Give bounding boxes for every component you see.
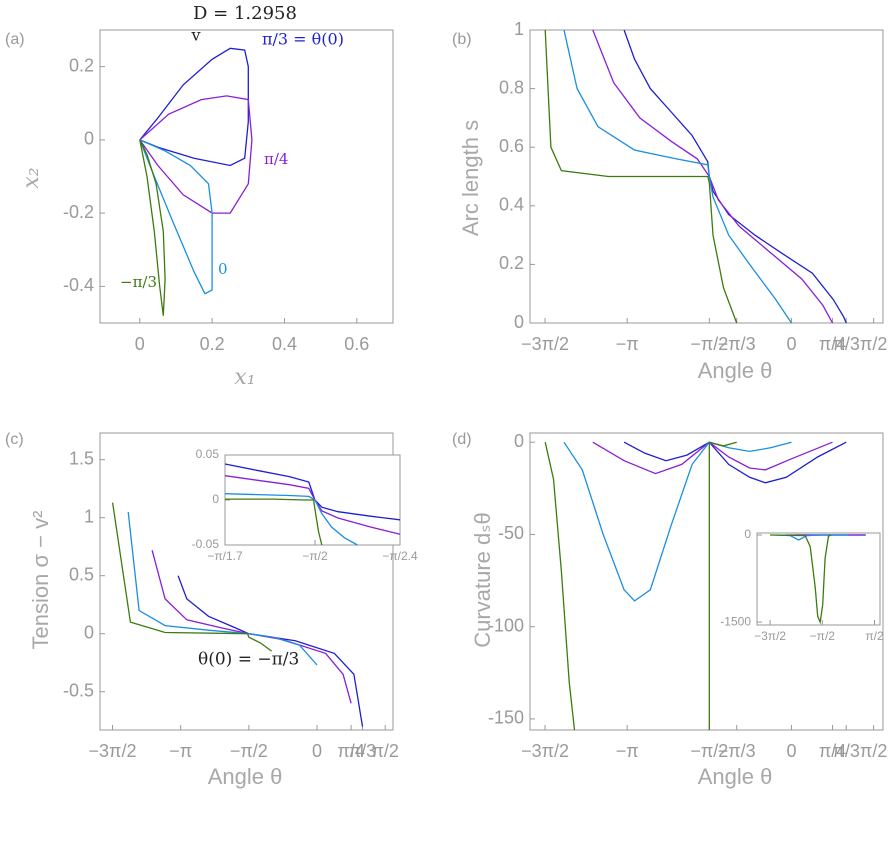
x-tick-label: −3π/2 (521, 334, 569, 354)
y-tick-label: -0.5 (63, 680, 94, 700)
x-tick-label: π/3 (833, 334, 860, 354)
annotation: θ(0) = −π/3 (198, 650, 299, 670)
x-tick-label: −π/2 (230, 741, 268, 761)
x-axis-label: Angle θ (208, 764, 283, 789)
x-axis-label: Angle θ (698, 358, 773, 383)
x-tick-label: −π/1.7 (207, 549, 243, 563)
x-tick-label: π/3 (349, 741, 376, 761)
x-tick-label: −3π/2 (89, 741, 137, 761)
y-tick-label: 0 (84, 129, 94, 149)
y-tick-label: 0.4 (499, 195, 524, 215)
x-tick-label: −π/2 (690, 334, 728, 354)
x-tick-label: −π/2 (810, 629, 836, 643)
y-tick-label: 0 (212, 492, 219, 506)
x-tick-label: −π (616, 741, 639, 761)
line-series (592, 441, 833, 475)
plot-area (756, 532, 881, 626)
y-tick-label: 0.2 (69, 55, 94, 75)
y-tick-label: -0.2 (63, 202, 94, 222)
x-tick-label: −π/3 (718, 334, 756, 354)
line-series (139, 95, 253, 214)
plot-area (99, 29, 394, 324)
x-axis-label: x₁ (234, 365, 255, 390)
x-tick-label: π/4 (819, 741, 846, 761)
y-tick-label: 0.5 (69, 564, 94, 584)
y-axis-label: x₂ (19, 167, 44, 188)
x-tick-label: π/3 (833, 741, 860, 761)
x-tick-label: π/2 (860, 741, 887, 761)
y-tick-label: 0.8 (499, 77, 524, 97)
x-tick-label: −3π/2 (521, 741, 569, 761)
line-series (544, 441, 737, 731)
annotation: π/3 = θ(0) (262, 30, 344, 49)
x-tick-label: −π/2 (302, 549, 328, 563)
line-series (623, 441, 847, 484)
line-series (224, 493, 358, 546)
panel-label: (a) (5, 31, 25, 48)
x-tick-label: π/2 (860, 334, 887, 354)
annotation: D = 1.2958 (193, 3, 297, 24)
line-series (139, 139, 166, 316)
y-tick-label: -150 (488, 708, 524, 728)
x-tick-label: 0 (786, 334, 796, 354)
x-tick-label: π/4 (819, 334, 846, 354)
x-tick-label: −π (616, 334, 639, 354)
y-tick-label: 0 (514, 312, 524, 332)
line-series (111, 502, 272, 652)
annotation: 0 (218, 260, 228, 278)
line-series (544, 29, 738, 324)
y-tick-label: 0.6 (499, 136, 524, 156)
x-tick-label: π/2 (372, 741, 399, 761)
y-axis-label: Curvature dₛθ (470, 512, 495, 647)
y-tick-label: -1500 (720, 614, 751, 628)
panel-label: (d) (452, 431, 472, 448)
y-axis-label: Tension σ − v² (28, 511, 53, 650)
annotation: v (190, 26, 200, 45)
x-tick-label: −π/3 (718, 741, 756, 761)
x-tick-label: 0 (786, 741, 796, 761)
line-series (563, 441, 792, 602)
y-tick-label: -0.4 (63, 275, 94, 295)
x-tick-label: π/2 (865, 629, 884, 643)
x-tick-label: 0 (135, 334, 145, 354)
y-tick-label: 1.5 (69, 448, 94, 468)
y-tick-label: -0.05 (192, 537, 220, 551)
line-series (770, 534, 832, 625)
y-tick-label: 0.2 (499, 253, 524, 273)
line-series (127, 511, 318, 666)
x-tick-label: −3π/2 (754, 629, 786, 643)
line-series (623, 29, 847, 324)
x-tick-label: 0.2 (200, 334, 225, 354)
y-tick-label: 0 (514, 431, 524, 451)
line-series (139, 47, 249, 167)
y-tick-label: 0 (744, 527, 751, 541)
panel-label: (b) (452, 31, 472, 48)
annotation: π/4 (264, 150, 288, 168)
x-tick-label: 0.4 (272, 334, 297, 354)
line-series (592, 29, 834, 324)
y-tick-label: 0 (84, 622, 94, 642)
x-tick-label: −π/2.4 (382, 549, 418, 563)
x-tick-label: 0 (312, 741, 322, 761)
x-axis-label: Angle θ (698, 764, 773, 789)
line-series (225, 498, 323, 546)
annotation: −π/3 (120, 273, 157, 291)
panel-label: (c) (5, 431, 24, 448)
x-tick-label: π/4 (337, 741, 364, 761)
x-tick-label: 0.6 (344, 334, 369, 354)
y-tick-label: -50 (498, 523, 524, 543)
y-tick-label: 1 (514, 19, 524, 39)
y-tick-label: 1 (84, 506, 94, 526)
line-series (139, 139, 213, 295)
y-tick-label: 0.05 (196, 447, 220, 461)
x-tick-label: −π/2 (690, 741, 728, 761)
line-series (563, 29, 793, 324)
y-tick-label: -100 (488, 615, 524, 635)
y-axis-label: Arc length s (458, 120, 483, 236)
x-tick-label: −π (169, 741, 192, 761)
